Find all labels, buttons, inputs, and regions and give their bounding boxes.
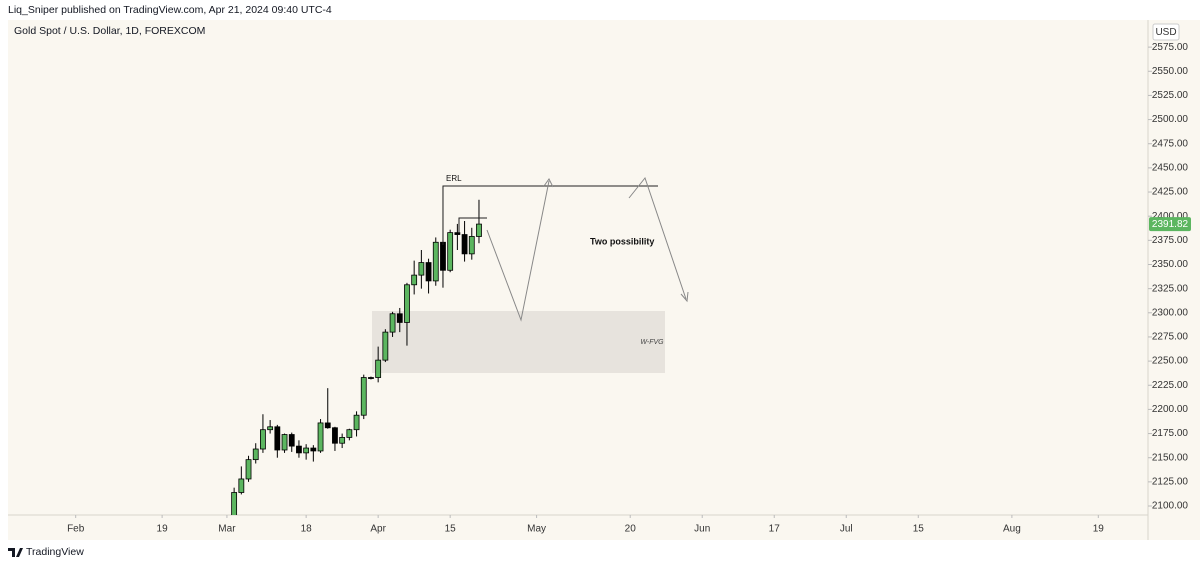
candle-body — [339, 437, 346, 444]
y-tick-label: 2225.00 — [1152, 380, 1189, 391]
x-tick-label: Jun — [694, 524, 710, 535]
chart-title: Gold Spot / U.S. Dollar, 1D, FOREXCOM — [14, 25, 205, 37]
y-tick-label: 2200.00 — [1152, 404, 1189, 415]
arrow-head — [543, 178, 554, 188]
candle-body — [353, 414, 360, 431]
x-tick-label: 19 — [157, 524, 169, 535]
candle-body — [447, 232, 454, 271]
x-tick-label: 18 — [301, 524, 313, 535]
x-tick-label: May — [527, 524, 546, 535]
y-tick-label: 2550.00 — [1152, 66, 1189, 77]
candle-body — [252, 448, 259, 461]
candle-body — [245, 459, 252, 480]
candle-body — [231, 492, 238, 515]
candle-body — [468, 236, 475, 255]
candle-body — [375, 359, 382, 378]
last-price-tag — [1149, 217, 1191, 232]
y-tick-label: 2375.00 — [1152, 235, 1189, 246]
candle-body — [260, 429, 266, 450]
x-tick-label: 15 — [445, 524, 457, 535]
y-tick-label: 2125.00 — [1152, 477, 1189, 488]
zone-label: W-FVG — [640, 339, 664, 346]
y-tick-label: 2525.00 — [1152, 90, 1189, 101]
path-up — [486, 180, 550, 322]
candle-body — [317, 422, 324, 452]
x-tick-label: 19 — [1093, 524, 1105, 535]
chart-pane — [8, 20, 1200, 540]
x-tick-label: Jul — [840, 524, 853, 535]
y-tick-label: 2475.00 — [1152, 138, 1189, 149]
candle-body — [389, 313, 396, 333]
x-tick-label: 17 — [769, 524, 781, 535]
candle-body — [411, 274, 418, 286]
erl-line — [442, 185, 658, 245]
y-tick-label: 2500.00 — [1152, 114, 1189, 125]
y-tick-label: 2325.00 — [1152, 283, 1189, 294]
candle-body — [267, 426, 274, 431]
y-tick-label: 2575.00 — [1152, 42, 1189, 53]
publish-header: Liq_Sniper published on TradingView.com,… — [8, 4, 332, 16]
candle-body — [476, 223, 482, 237]
candle-body — [281, 434, 288, 451]
candle-body — [418, 262, 425, 276]
currency-label: USD — [1155, 27, 1176, 38]
high-bracket — [458, 217, 487, 232]
candle-body — [368, 377, 374, 379]
candle-body — [238, 478, 245, 493]
candle-body — [324, 422, 331, 429]
logo — [8, 548, 23, 557]
y-tick-label: 2175.00 — [1152, 428, 1189, 439]
y-tick-label: 2350.00 — [1152, 259, 1189, 270]
scenario-label: Two possibility — [590, 236, 654, 246]
y-tick-label: 2150.00 — [1152, 452, 1189, 463]
arrow-head — [680, 291, 689, 303]
fvg-zone — [372, 311, 665, 373]
y-tick-label: 2400.00 — [1152, 211, 1189, 222]
y-tick-label: 2275.00 — [1152, 332, 1189, 343]
footer — [0, 540, 1200, 565]
erl-label: ERL — [446, 174, 462, 183]
x-tick-label: 20 — [625, 524, 637, 535]
y-tick-label: 2450.00 — [1152, 163, 1189, 174]
x-tick-label: Apr — [370, 524, 386, 535]
y-tick-label: 2300.00 — [1152, 307, 1189, 318]
x-tick-label: 15 — [913, 524, 925, 535]
candle-body — [404, 284, 410, 323]
candle-body — [303, 447, 310, 454]
candle-body — [382, 331, 389, 361]
y-tick-label: 2100.00 — [1152, 501, 1189, 512]
candle-body — [454, 232, 461, 235]
candle-body — [296, 445, 302, 454]
candle-body — [396, 313, 403, 323]
candles — [231, 186, 482, 515]
x-tick-label: Feb — [67, 524, 85, 535]
x-tick-label: Aug — [1003, 524, 1021, 535]
y-tick-label: 2250.00 — [1152, 356, 1189, 367]
x-tick-label: Mar — [218, 524, 236, 535]
y-tick-label: 2425.00 — [1152, 187, 1189, 198]
candle-body — [332, 427, 338, 444]
candle-body — [288, 434, 295, 447]
candle-body — [440, 241, 446, 271]
candle-body — [360, 377, 367, 416]
candle-body — [346, 429, 353, 438]
axes: 2100.00 2125.00 2150.00 2175.00 2200.00 2225.… — [67, 42, 1191, 535]
candle-body — [461, 234, 468, 255]
candle-body — [432, 241, 439, 282]
candle-body — [274, 426, 281, 451]
candle-body — [310, 447, 317, 452]
currency-box[interactable] — [1152, 23, 1180, 41]
last-price-label: 2391.82 — [1152, 219, 1189, 230]
footer-brand[interactable]: TradingView — [26, 546, 84, 558]
candle-body — [425, 262, 432, 282]
path-down — [628, 176, 687, 300]
